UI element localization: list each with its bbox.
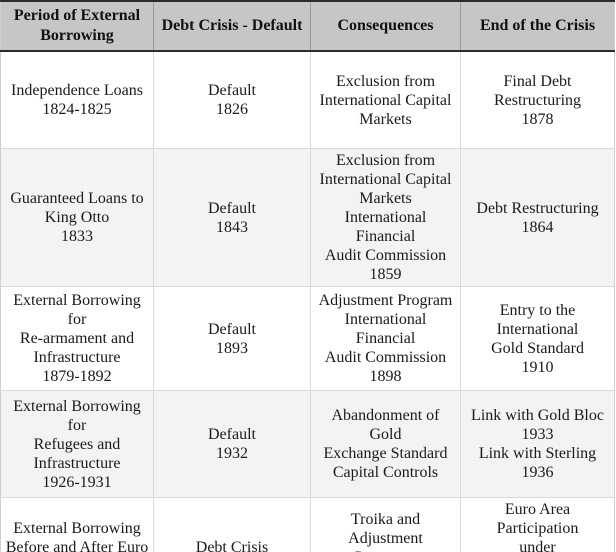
cell-period: External Borrowing for Re-armament and I… xyxy=(0,286,154,391)
header-row: Period of External Borrowing Debt Crisis… xyxy=(0,0,615,52)
table-body: Independence Loans 1824-1825 Default 182… xyxy=(0,50,615,552)
cell-default: Default 1893 xyxy=(153,286,311,391)
cell-period: External Borrowing for Refugees and Infr… xyxy=(0,390,154,498)
cell-consequences: Troika and Adjustment Programs 2010-2018… xyxy=(310,497,461,552)
cell-default: Debt Crisis 2010 xyxy=(153,497,311,552)
cell-end-of-crisis: Link with Gold Bloc 1933 Link with Sterl… xyxy=(460,390,615,498)
column-header-period-of-external-borrowing: Period of External Borrowing xyxy=(0,0,154,52)
cell-default: Default 1826 xyxy=(153,50,311,149)
table-row-euro-area-borrowing: External Borrowing Before and After Euro… xyxy=(0,497,615,552)
column-header-end-of-the-crisis: End of the Crisis xyxy=(460,0,615,52)
cell-end-of-crisis: Final Debt Restructuring 1878 xyxy=(460,50,615,149)
table-row-rearmament-borrowing: External Borrowing for Re-armament and I… xyxy=(0,286,615,391)
cell-default: Default 1932 xyxy=(153,390,311,498)
cell-end-of-crisis: Entry to the International Gold Standard… xyxy=(460,286,615,391)
cell-period: Independence Loans 1824-1825 xyxy=(0,50,154,149)
cell-period: Guaranteed Loans to King Otto 1833 xyxy=(0,148,154,287)
cell-consequences: Adjustment Program International Financi… xyxy=(310,286,461,391)
table-header: Period of External Borrowing Debt Crisis… xyxy=(0,0,615,52)
cell-default: Default 1843 xyxy=(153,148,311,287)
cell-end-of-crisis: Debt Restructuring 1864 xyxy=(460,148,615,287)
table-row-independence-loans: Independence Loans 1824-1825 Default 182… xyxy=(0,50,615,149)
table-row-king-otto-loans: Guaranteed Loans to King Otto 1833 Defau… xyxy=(0,148,615,287)
table-row-refugees-borrowing: External Borrowing for Refugees and Infr… xyxy=(0,390,615,498)
cell-consequences: Exclusion from International Capital Mar… xyxy=(310,50,461,149)
column-header-consequences: Consequences xyxy=(310,0,461,52)
column-header-debt-crisis-default: Debt Crisis - Default xyxy=(153,0,311,52)
cell-period: External Borrowing Before and After Euro… xyxy=(0,497,154,552)
cell-consequences: Abandonment of Gold Exchange Standard Ca… xyxy=(310,390,461,498)
cell-consequences: Exclusion from International Capital Mar… xyxy=(310,148,461,287)
cell-end-of-crisis: Euro Area Participation under Enhanced S… xyxy=(460,497,615,552)
